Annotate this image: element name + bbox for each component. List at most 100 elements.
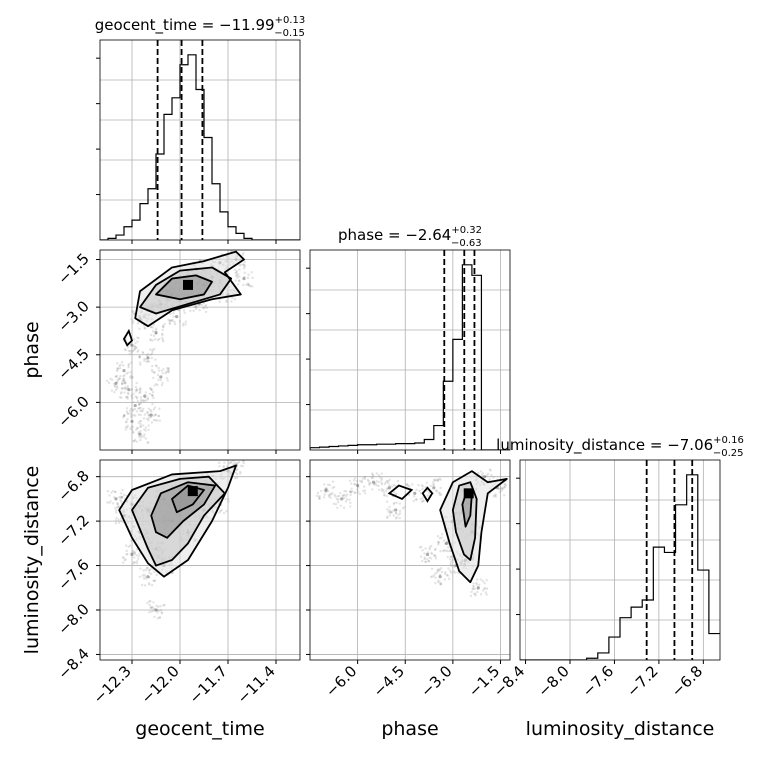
scatter-geocent_time-luminosity_distance: −12.3 −12.0 −11.7 −11.4−8.4−8.0−7.6−7.2−6.8 xyxy=(54,459,301,707)
scatter-sample xyxy=(235,274,239,277)
scatter-sample xyxy=(218,461,221,465)
scatter-sample xyxy=(152,323,156,327)
scatter-sample xyxy=(120,382,124,386)
scatter-sample xyxy=(152,334,156,338)
scatter-sample xyxy=(133,348,136,351)
scatter-point xyxy=(432,486,436,490)
scatter-sample xyxy=(492,476,495,479)
scatter-sample xyxy=(229,250,233,253)
scatter-sample xyxy=(129,407,132,411)
scatter-geocent_time-luminosity_distance-content xyxy=(100,460,300,660)
scatter-sample xyxy=(387,510,390,513)
scatter-sample xyxy=(430,557,433,560)
scatter-sample xyxy=(370,476,373,480)
scatter-sample xyxy=(166,379,170,382)
scatter-sample xyxy=(121,382,124,386)
contour-line xyxy=(451,481,478,561)
scatter-sample xyxy=(472,585,475,589)
scatter-sample xyxy=(151,348,154,351)
scatter-sample xyxy=(322,496,326,499)
scatter-sample xyxy=(133,439,136,443)
scatter-sample xyxy=(152,579,155,582)
scatter-sample xyxy=(436,534,440,538)
scatter-sample xyxy=(443,578,447,581)
histogram-bin xyxy=(653,547,664,660)
scatter-sample xyxy=(433,548,437,552)
scatter-sample xyxy=(435,571,439,574)
contour-line xyxy=(171,484,205,514)
scatter-sample xyxy=(421,559,424,563)
scatter-sample xyxy=(348,490,352,494)
scatter-sample xyxy=(388,511,392,515)
scatter-sample xyxy=(479,578,483,581)
scatter-sample xyxy=(127,364,130,367)
scatter-sample xyxy=(139,425,142,429)
scatter-sample xyxy=(247,283,250,286)
scatter-sample xyxy=(160,369,163,372)
scatter-sample xyxy=(134,385,138,389)
scatter-sample xyxy=(412,499,415,503)
scatter-sample xyxy=(144,437,148,440)
scatter-sample xyxy=(329,493,333,496)
scatter-sample xyxy=(434,479,437,482)
scatter-sample xyxy=(151,394,154,398)
scatter-sample xyxy=(150,388,154,391)
scatter-sample xyxy=(331,486,334,490)
scatter-sample xyxy=(149,600,152,603)
scatter-sample xyxy=(138,403,141,406)
panel-title-sup: +0.32 xyxy=(451,225,482,236)
scatter-sample xyxy=(201,306,205,310)
scatter-sample xyxy=(148,338,152,341)
scatter-sample xyxy=(123,391,126,394)
scatter-sample xyxy=(368,483,371,486)
scatter-sample xyxy=(327,494,331,497)
scatter-sample xyxy=(136,350,139,353)
scatter-sample xyxy=(159,604,162,608)
scatter-sample xyxy=(153,570,156,574)
scatter-sample xyxy=(342,506,346,509)
scatter-sample xyxy=(439,493,443,496)
scatter-sample xyxy=(154,419,157,422)
scatter-sample xyxy=(157,369,161,372)
scatter-point xyxy=(438,575,442,579)
scatter-sample xyxy=(398,512,402,515)
scatter-sample xyxy=(130,414,133,417)
scatter-sample xyxy=(448,558,452,561)
scatter-sample xyxy=(378,488,381,492)
scatter-sample xyxy=(150,368,154,372)
scatter-phase-luminosity_distance-content xyxy=(310,460,510,660)
scatter-sample xyxy=(154,358,157,361)
scatter-sample xyxy=(117,505,121,508)
scatter-sample xyxy=(144,575,147,578)
scatter-sample xyxy=(109,377,112,380)
scatter-sample xyxy=(156,605,160,609)
scatter-sample xyxy=(136,427,139,430)
scatter-sample xyxy=(419,491,423,495)
scatter-sample xyxy=(490,473,493,477)
scatter-sample xyxy=(160,611,164,615)
scatter-sample xyxy=(130,387,134,391)
scatter-sample xyxy=(120,519,123,522)
scatter-sample xyxy=(239,472,242,475)
scatter-sample xyxy=(234,279,237,282)
scatter-sample xyxy=(139,439,142,442)
scatter-sample xyxy=(165,370,168,373)
scatter-sample xyxy=(242,263,245,266)
scatter-sample xyxy=(116,379,119,382)
scatter-sample xyxy=(366,478,370,482)
scatter-sample xyxy=(143,359,146,362)
scatter-sample xyxy=(123,374,126,377)
scatter-sample xyxy=(353,491,357,495)
scatter-sample xyxy=(241,464,245,468)
scatter-sample xyxy=(127,365,130,369)
scatter-sample xyxy=(418,546,422,549)
scatter-sample xyxy=(203,304,207,308)
scatter-sample xyxy=(147,419,150,422)
scatter-sample xyxy=(143,413,146,416)
scatter-sample xyxy=(139,402,143,405)
scatter-sample xyxy=(161,324,165,327)
scatter-sample xyxy=(234,274,238,277)
scatter-sample xyxy=(120,500,123,503)
histogram-bin xyxy=(329,447,339,450)
